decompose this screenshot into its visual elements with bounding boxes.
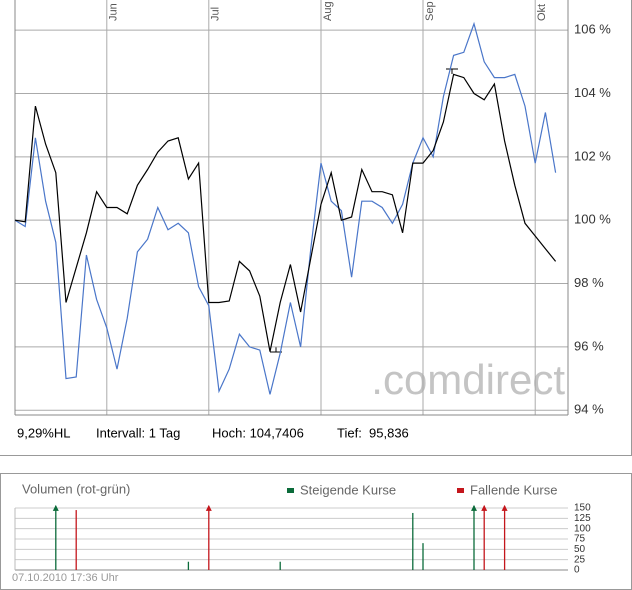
legend-swatch xyxy=(287,488,294,493)
y-tick-label: 150 xyxy=(574,503,591,514)
volume-title: Volumen (rot-grün) xyxy=(22,481,130,496)
overflow-arrow xyxy=(52,504,59,511)
legend-swatch xyxy=(457,488,464,493)
y-tick-label: 106 % xyxy=(574,22,611,37)
y-tick-label: 25 xyxy=(574,554,586,565)
stat-label: Hoch: 104,7406 xyxy=(212,425,304,440)
x-tick-label: Okt xyxy=(536,4,548,21)
price-line xyxy=(14,73,557,352)
overflow-arrow xyxy=(501,504,508,511)
y-tick-label: 125 xyxy=(574,513,591,524)
y-tick-label: 96 % xyxy=(574,338,604,353)
overflow-arrow xyxy=(205,504,212,511)
overflow-arrow xyxy=(481,504,488,511)
y-tick-label: 104 % xyxy=(574,85,611,100)
stat-label: Intervall: 1 Tag xyxy=(96,425,180,440)
legend-label: Fallende Kurse xyxy=(470,482,557,497)
y-tick-label: 100 xyxy=(574,523,591,534)
legend-label: Steigende Kurse xyxy=(300,482,396,497)
x-tick-label: Jul xyxy=(210,7,222,21)
watermark: .comdirect xyxy=(371,356,565,403)
x-tick-label: Jun xyxy=(108,3,120,21)
y-tick-label: 98 % xyxy=(574,275,604,290)
y-tick-label: 0 xyxy=(574,565,580,576)
y-tick-label: 102 % xyxy=(574,148,611,163)
x-tick-label: Sep xyxy=(424,1,436,21)
stat-label: 9,29%HL xyxy=(17,425,70,440)
x-tick-label: Aug xyxy=(322,1,334,21)
timestamp: 07.10.2010 17:36 Uhr xyxy=(12,572,119,584)
stat-label: Tief: 95,836 xyxy=(337,425,409,440)
y-tick-label: 50 xyxy=(574,544,586,555)
y-tick-label: 100 % xyxy=(574,212,611,227)
overflow-arrow xyxy=(471,504,477,511)
y-tick-label: 75 xyxy=(574,534,586,545)
y-tick-label: 94 % xyxy=(574,402,604,417)
price-line xyxy=(14,21,557,395)
